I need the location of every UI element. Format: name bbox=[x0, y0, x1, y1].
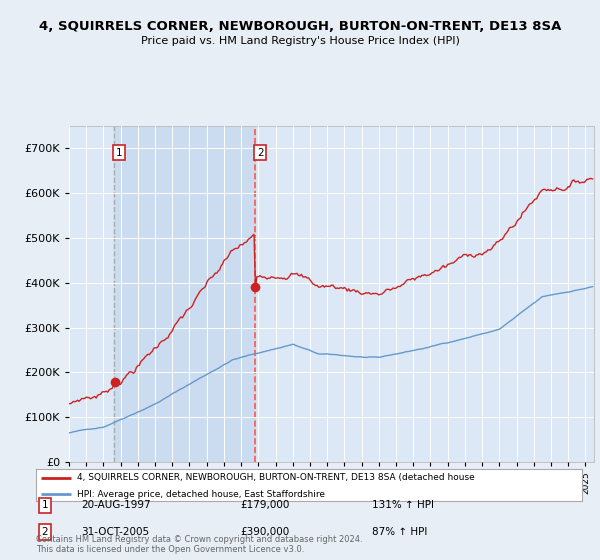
Text: 4, SQUIRRELS CORNER, NEWBOROUGH, BURTON-ON-TRENT, DE13 8SA: 4, SQUIRRELS CORNER, NEWBOROUGH, BURTON-… bbox=[39, 20, 561, 32]
Text: Price paid vs. HM Land Registry's House Price Index (HPI): Price paid vs. HM Land Registry's House … bbox=[140, 36, 460, 46]
Text: 31-OCT-2005: 31-OCT-2005 bbox=[81, 527, 149, 537]
Text: 20-AUG-1997: 20-AUG-1997 bbox=[81, 500, 151, 510]
Text: 131% ↑ HPI: 131% ↑ HPI bbox=[372, 500, 434, 510]
Bar bbox=[115, 126, 256, 462]
Text: HPI: Average price, detached house, East Staffordshire: HPI: Average price, detached house, East… bbox=[77, 489, 325, 498]
Text: £390,000: £390,000 bbox=[240, 527, 289, 537]
Text: £179,000: £179,000 bbox=[240, 500, 289, 510]
Text: Contains HM Land Registry data © Crown copyright and database right 2024.
This d: Contains HM Land Registry data © Crown c… bbox=[36, 535, 362, 554]
Text: 2: 2 bbox=[257, 148, 263, 158]
Text: 2: 2 bbox=[41, 527, 49, 537]
Text: 4, SQUIRRELS CORNER, NEWBOROUGH, BURTON-ON-TRENT, DE13 8SA (detached house: 4, SQUIRRELS CORNER, NEWBOROUGH, BURTON-… bbox=[77, 473, 475, 482]
Text: 1: 1 bbox=[116, 148, 122, 158]
Text: 1: 1 bbox=[41, 500, 49, 510]
Text: 87% ↑ HPI: 87% ↑ HPI bbox=[372, 527, 427, 537]
